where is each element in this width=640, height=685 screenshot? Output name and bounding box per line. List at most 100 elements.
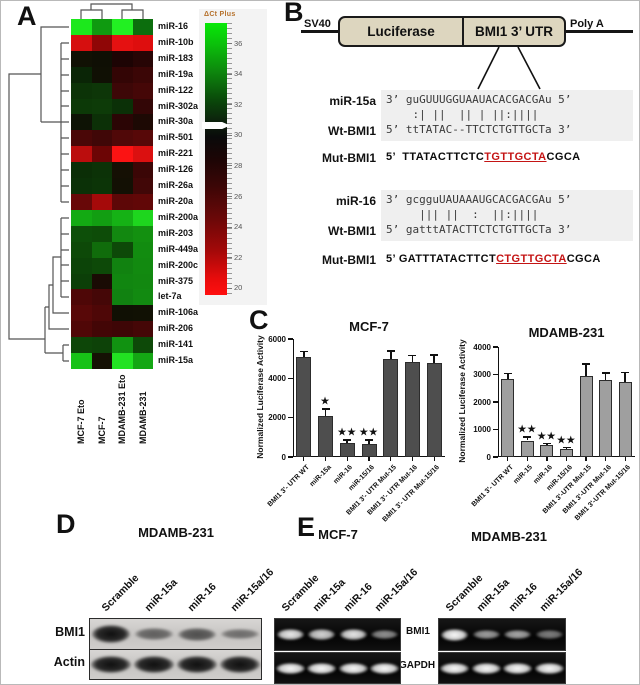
heatmap-cell — [71, 273, 92, 290]
heatmap-cell — [71, 193, 92, 210]
gel-row-label-bmi1: BMI1 — [406, 626, 430, 637]
heatmap-cell — [112, 146, 133, 163]
mirna-sequence: 3’ gcgguUAUAAAUGCACGACGAu 5’ — [386, 193, 572, 206]
y-tick-mark — [288, 456, 293, 458]
heatmap-cell — [91, 50, 112, 67]
y-tick-mark — [288, 377, 293, 380]
heatmap-cell — [91, 66, 112, 83]
heatmap-row-label: miR-200c — [158, 259, 199, 270]
heatmap-cell — [112, 19, 133, 35]
heatmap-cell — [71, 34, 92, 51]
bar — [599, 380, 613, 457]
colorbar-tick-mark — [227, 43, 232, 44]
colorbar-tick-mark — [227, 287, 232, 289]
band — [135, 628, 174, 640]
heatmap-cell — [132, 209, 153, 226]
gel-mdamb231-gapdh — [438, 652, 566, 684]
mirna-name-label: miR-15a — [329, 94, 376, 108]
band — [440, 662, 470, 674]
error-bar — [624, 372, 626, 382]
error-bar-cap — [582, 363, 591, 365]
bar — [560, 449, 573, 457]
heatmap-cell — [132, 289, 153, 306]
band — [441, 628, 469, 641]
error-bar-cap — [621, 371, 630, 374]
heatmap-row-label: miR-221 — [158, 148, 194, 159]
heatmap-cell — [132, 257, 153, 274]
heatmap-cell — [91, 98, 112, 115]
bar — [383, 358, 399, 457]
band — [276, 662, 306, 674]
heatmap-row-label: miR-15a — [158, 355, 194, 366]
heatmap-cell — [112, 209, 133, 226]
heatmap-cell — [132, 193, 153, 210]
error-bar-cap — [542, 442, 551, 445]
heatmap-cell — [112, 130, 133, 147]
bar — [501, 378, 515, 457]
colorbar-tick-label: 20 — [234, 283, 243, 293]
heatmap-cell — [132, 321, 153, 338]
heatmap-cell — [132, 146, 153, 163]
gel-mdamb231-bmi1 — [438, 618, 566, 651]
heatmap-cell — [112, 225, 133, 242]
error-bar-cap — [430, 354, 439, 356]
alignment-background — [381, 90, 633, 141]
alignment-background — [381, 190, 633, 241]
heatmap-row-label: miR-122 — [158, 84, 194, 95]
error-bar-cap — [321, 408, 330, 410]
heatmap-row-label: miR-206 — [158, 323, 194, 334]
heatmap-cell — [71, 337, 92, 354]
heatmap-cell — [91, 162, 112, 179]
heatmap-cell — [71, 162, 92, 179]
colorbar-marker — [202, 122, 230, 129]
mut-sequence: 5’ TTATACTTCTCTGTTGCTACGCA — [386, 151, 581, 163]
significance-stars: ★★ — [517, 423, 537, 435]
heatmap-cell — [112, 273, 133, 290]
mut-bmi1-label: Mut-BMI1 — [322, 253, 376, 267]
x-tick-mark — [546, 457, 548, 461]
band — [535, 630, 563, 639]
sv40-label: SV40 — [304, 18, 331, 30]
error-bar — [433, 355, 435, 363]
y-tick-mark — [493, 401, 498, 403]
heatmap-cell — [132, 353, 153, 369]
error-bar-cap — [343, 439, 352, 441]
heatmap-cell — [91, 193, 112, 210]
heatmap-cell — [71, 225, 92, 242]
heatmap-cell — [91, 209, 112, 226]
error-bar-cap — [365, 439, 373, 441]
heatmap-cell — [112, 321, 133, 338]
x-tick-mark — [526, 457, 528, 461]
heatmap — [71, 19, 153, 369]
heatmap-cell — [71, 50, 92, 67]
band — [472, 629, 500, 640]
band — [177, 627, 216, 641]
heatmap-row-label: miR-20a — [158, 195, 194, 206]
heatmap-cell — [112, 337, 133, 354]
heatmap-cell — [91, 257, 112, 274]
gel-title-mcf7: MCF-7 — [318, 527, 358, 542]
wt-bmi1-label: Wt-BMI1 — [328, 224, 376, 238]
heatmap-row-label: miR-26a — [158, 180, 194, 191]
heatmap-cell — [132, 114, 153, 131]
panel-a-label: A — [17, 1, 37, 31]
x-tick-mark — [585, 457, 587, 461]
y-tick-mark — [493, 346, 498, 348]
colorbar-tick-label: 32 — [234, 99, 243, 109]
heatmap-cell — [71, 321, 92, 338]
heatmap-cell — [112, 305, 133, 322]
heatmap-cell — [91, 321, 112, 338]
y-tick-mark — [493, 373, 498, 376]
heatmap-cell — [91, 130, 112, 147]
error-bar — [411, 355, 414, 362]
chart-title: MDAMB-231 — [528, 325, 605, 340]
band — [370, 629, 398, 640]
x-tick-mark — [324, 457, 327, 461]
y-tick-label: 0 — [486, 452, 491, 462]
significance-stars: ★ — [320, 396, 331, 408]
y-tick-mark — [493, 428, 498, 431]
heatmap-row-label: miR-302a — [158, 100, 199, 111]
x-tick-mark — [368, 457, 370, 461]
error-bar-cap — [386, 350, 395, 352]
panel-c-label: C — [249, 305, 269, 335]
